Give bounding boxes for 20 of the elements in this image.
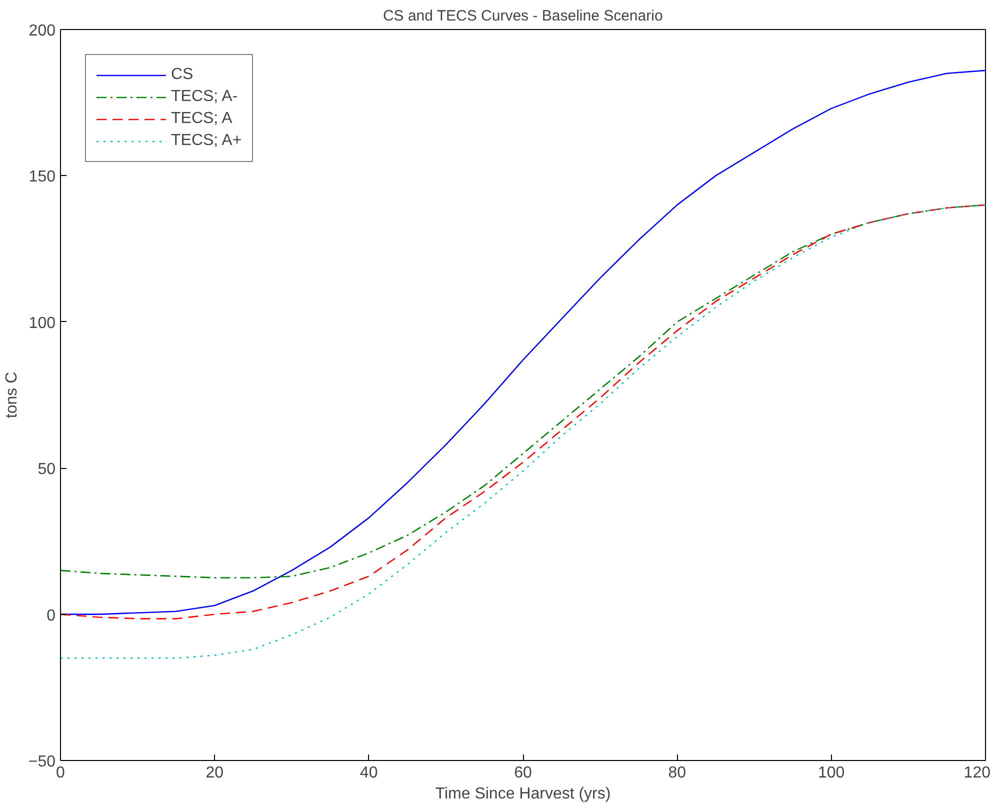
y-tick-label: 50 [38,461,56,478]
x-axis-title: Time Since Harvest (yrs) [435,786,611,802]
x-tick-label: 40 [360,764,378,782]
legend-label: TECS; A- [171,88,238,106]
x-tick-label: 20 [206,764,224,782]
y-tick-label: 100 [28,314,56,332]
legend-label: TECS; A [171,110,232,128]
x-tick-label: 120 [964,764,991,782]
y-tick-label: 0 [46,607,56,624]
y-tick-label: 200 [28,22,56,40]
y-tick-label: 150 [28,168,56,186]
x-tick-label: 80 [668,764,686,782]
y-axis-title: tons C [3,372,20,418]
chart-title: CS and TECS Curves - Baseline Scenario [382,8,663,24]
legend-label: CS [171,66,194,84]
y-tick-label: −50 [28,754,56,770]
line-series [60,70,986,615]
x-tick-label: 60 [514,764,532,782]
x-tick-label: 100 [818,764,845,782]
legend-label: TECS; A+ [171,132,242,150]
